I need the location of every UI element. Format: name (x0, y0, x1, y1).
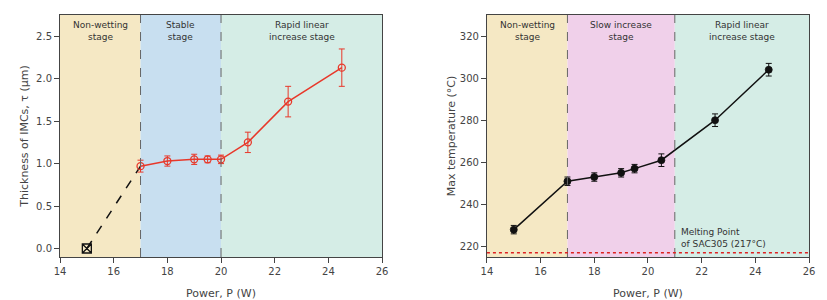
svg-text:320: 320 (460, 31, 479, 42)
svg-text:Stablestage: Stablestage (166, 20, 195, 42)
svg-text:18: 18 (588, 266, 601, 277)
svg-text:2.5: 2.5 (36, 31, 52, 42)
svg-text:24: 24 (749, 266, 762, 277)
svg-text:240: 240 (460, 199, 479, 210)
svg-text:26: 26 (376, 266, 389, 277)
svg-text:Slow increasestage: Slow increasestage (590, 20, 652, 42)
svg-text:2.0: 2.0 (36, 73, 52, 84)
svg-text:260: 260 (460, 157, 479, 168)
svg-text:14: 14 (481, 266, 494, 277)
svg-text:Power, P (W): Power, P (W) (613, 287, 683, 300)
svg-text:20: 20 (642, 266, 655, 277)
svg-text:22: 22 (695, 266, 708, 277)
svg-text:Max temperature (°C): Max temperature (°C) (445, 76, 458, 197)
svg-text:14: 14 (54, 266, 67, 277)
svg-text:20: 20 (215, 266, 228, 277)
svg-text:280: 280 (460, 115, 479, 126)
svg-text:Rapid linearincrease stage: Rapid linearincrease stage (269, 20, 335, 42)
svg-text:26: 26 (803, 266, 816, 277)
svg-text:1.5: 1.5 (36, 116, 52, 127)
svg-text:18: 18 (161, 266, 174, 277)
svg-text:Non-wettingstage: Non-wettingstage (500, 20, 555, 42)
svg-text:Melting Pointof SAC305 (217°C): Melting Pointof SAC305 (217°C) (681, 227, 766, 249)
svg-text:16: 16 (534, 266, 547, 277)
svg-text:300: 300 (460, 73, 479, 84)
svg-text:0.5: 0.5 (36, 201, 52, 212)
svg-text:Rapid linearincrease stage: Rapid linearincrease stage (709, 20, 775, 42)
svg-text:22: 22 (268, 266, 281, 277)
svg-text:1.0: 1.0 (36, 158, 52, 169)
svg-text:220: 220 (460, 241, 479, 252)
svg-text:Thickness of IMCs, τ (μm): Thickness of IMCs, τ (μm) (18, 65, 31, 208)
svg-text:16: 16 (107, 266, 120, 277)
svg-text:0.0: 0.0 (36, 243, 52, 254)
svg-text:Non-wettingstage: Non-wettingstage (73, 20, 128, 42)
svg-text:Power, P (W): Power, P (W) (186, 287, 256, 300)
svg-text:24: 24 (322, 266, 335, 277)
